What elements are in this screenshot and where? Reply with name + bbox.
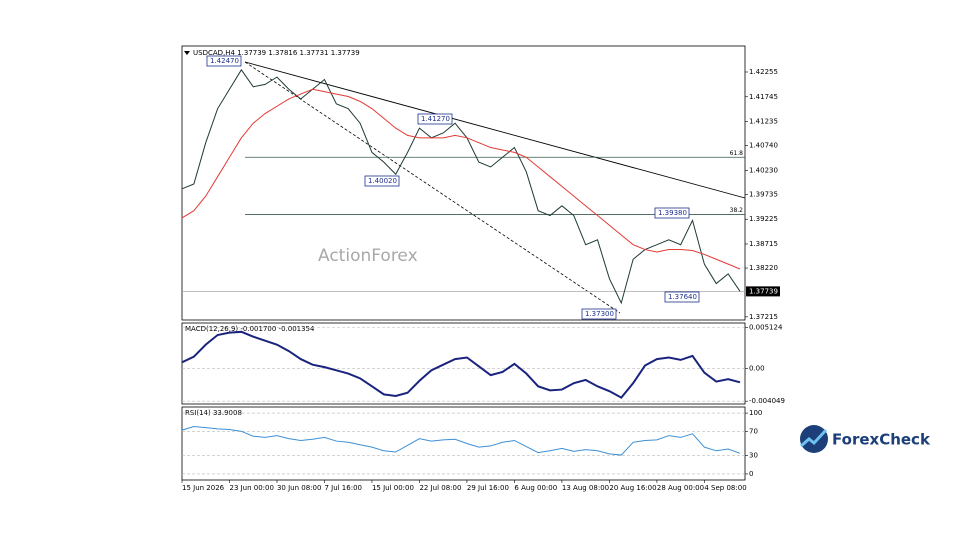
y-tick-label: -0.004049	[749, 397, 785, 405]
x-tick-label: 13 Aug 08:00	[562, 484, 609, 492]
x-tick-label: 15 Jun 2026	[182, 484, 225, 492]
y-tick-label: 100	[749, 409, 762, 417]
main-title: USDCAD,H4 1.37739 1.37816 1.37731 1.3773…	[193, 49, 360, 57]
price-tag: 1.42470	[210, 57, 239, 65]
price-tag: 1.40020	[368, 177, 397, 185]
price-tag-box	[417, 113, 453, 125]
fib-label: 61.8	[730, 150, 744, 157]
x-tick-label: 30 Jun 08:00	[277, 484, 321, 492]
y-tick-label: 30	[749, 452, 758, 460]
last-price-box	[746, 286, 780, 297]
logo-globe	[800, 425, 828, 453]
price-tag: 1.37640	[668, 293, 697, 301]
y-tick-label: 1.38220	[749, 264, 778, 272]
price-tag: 1.41270	[421, 115, 450, 123]
y-tick-label: 1.41745	[749, 93, 778, 101]
x-tick-label: 7 Jul 16:00	[324, 484, 362, 492]
price-tag: 1.39380	[658, 209, 687, 217]
y-tick-label: 0	[749, 470, 753, 478]
x-tick-label: 23 Jun 00:00	[229, 484, 273, 492]
price-tag-box	[206, 55, 242, 67]
y-tick-label: 1.37215	[749, 313, 778, 321]
y-tick-label: 0.00	[749, 365, 765, 373]
x-tick-label: 6 Aug 00:00	[514, 484, 557, 492]
y-tick-label: 1.40740	[749, 142, 778, 150]
fib-label: 38.2	[730, 207, 744, 214]
watermark: ActionForex	[318, 246, 418, 266]
y-tick-label: 70	[749, 427, 758, 435]
price-tag: 1.37300	[585, 310, 614, 318]
macd-panel	[181, 322, 746, 405]
y-tick-label: 1.40230	[749, 166, 778, 174]
rsi-panel	[181, 406, 746, 481]
y-tick-label: 1.38715	[749, 240, 778, 248]
last-price-label: 1.37739	[749, 287, 778, 295]
y-tick-label: 1.39225	[749, 215, 778, 223]
series-line	[181, 425, 741, 456]
trend-line	[244, 61, 746, 199]
trend-line-dashed	[244, 61, 621, 314]
logo-arrow	[800, 428, 828, 448]
series-line	[181, 88, 741, 270]
main-panel	[181, 45, 746, 321]
y-tick-label: 0.005124	[749, 324, 783, 332]
series-line	[181, 68, 741, 305]
x-tick-label: 4 Sep 08:00	[704, 484, 746, 492]
price-tag-box	[654, 207, 690, 219]
x-tick-label: 20 Aug 16:00	[609, 484, 656, 492]
y-tick-label: 1.41235	[749, 118, 778, 126]
logo: ForexCheck	[800, 425, 931, 453]
series-line	[181, 330, 741, 399]
x-tick-label: 29 Jul 16:00	[467, 484, 509, 492]
x-tick-label: 22 Jul 08:00	[419, 484, 461, 492]
menu-arrow	[184, 51, 190, 55]
price-tag-box	[581, 308, 617, 320]
price-tag-box	[664, 291, 700, 303]
macd-title: MACD(12,26,9) -0.001700 -0.001354	[185, 325, 315, 333]
x-tick-label: 15 Jul 00:00	[372, 484, 414, 492]
price-tag-box	[364, 175, 400, 187]
logo-text: ForexCheck	[832, 431, 931, 449]
x-tick-label: 28 Aug 00:00	[657, 484, 704, 492]
y-tick-label: 1.39735	[749, 190, 778, 198]
y-tick-label: 1.42255	[749, 68, 778, 76]
